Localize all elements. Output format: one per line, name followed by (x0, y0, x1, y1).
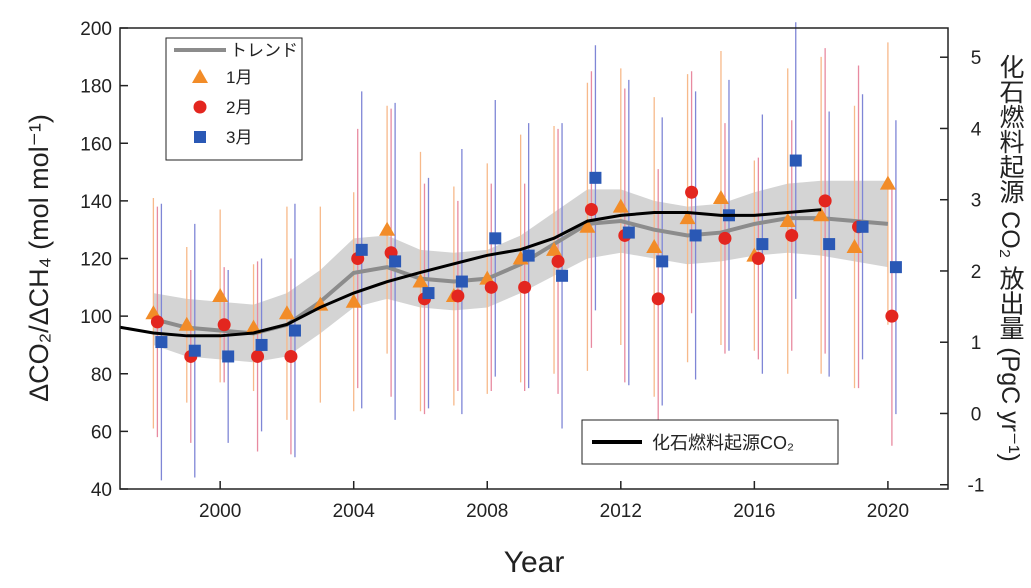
marker (818, 194, 832, 208)
marker (278, 305, 295, 320)
y-tick-label: 100 (80, 307, 112, 328)
marker (412, 273, 429, 288)
legend-box (165, 37, 303, 161)
marker (856, 220, 869, 233)
y2-tick-label: 2 (971, 262, 982, 283)
x-tick-label: 2012 (600, 501, 642, 522)
marker (150, 315, 164, 329)
y-axis-label: ΔCO₂/ΔCH₄ (mol mol⁻¹) (24, 114, 54, 402)
marker (551, 254, 565, 268)
marker (389, 255, 402, 268)
marker (823, 238, 836, 251)
y-tick-label: 200 (80, 19, 112, 40)
y-tick-label: 80 (91, 365, 112, 386)
x-tick-label: 2008 (466, 501, 508, 522)
y2-tick-label: -1 (968, 476, 985, 497)
marker (288, 324, 301, 337)
plot-area (119, 22, 902, 481)
marker (518, 280, 532, 294)
marker (622, 226, 635, 239)
marker (188, 344, 201, 357)
marker (584, 203, 598, 217)
marker (879, 175, 896, 190)
marker (522, 249, 535, 262)
y-tick-label: 160 (80, 134, 112, 155)
marker (656, 255, 669, 268)
y2-tick-label: 3 (971, 191, 982, 212)
marker (217, 318, 231, 332)
legend-label: 1月 (226, 68, 252, 87)
marker (455, 275, 468, 288)
legend: 化石燃料起源CO₂ (581, 419, 839, 465)
marker (718, 231, 732, 245)
marker (245, 319, 262, 334)
marker (251, 349, 265, 363)
plot-frame (119, 27, 949, 490)
line (119, 208, 822, 338)
marker (679, 210, 696, 225)
marker (685, 185, 699, 199)
legend-swatch (192, 69, 208, 83)
marker (589, 171, 602, 184)
y-tick-label: 60 (91, 422, 112, 443)
marker (345, 293, 362, 308)
marker (355, 243, 368, 256)
y2-tick-label: 1 (971, 333, 982, 354)
x-axis-label: Year (504, 546, 565, 579)
marker (422, 287, 435, 300)
y2-tick-label: 4 (971, 119, 982, 140)
legend-label: 2月 (226, 98, 252, 117)
marker (556, 269, 569, 282)
legend-label: トレンド (230, 41, 298, 60)
legend-label: 化石燃料起源CO₂ (652, 433, 794, 453)
marker (789, 154, 802, 167)
marker (222, 350, 235, 363)
marker (785, 228, 799, 242)
legend: トレンド 1月 2月 3月 (165, 37, 303, 161)
y2-axis-label: 化石燃料起源 CO₂ 放出量 (PgC yr⁻¹) (996, 54, 1025, 462)
marker (178, 316, 195, 331)
marker (751, 252, 765, 265)
marker (612, 198, 629, 213)
marker (546, 241, 563, 256)
legend-swatch (193, 100, 207, 114)
marker (212, 287, 229, 302)
marker (689, 229, 702, 242)
marker (155, 336, 168, 349)
x-tick-label: 2004 (333, 501, 376, 522)
legend-label: 3月 (226, 128, 252, 147)
marker (889, 261, 902, 274)
y-tick-label: 180 (80, 77, 112, 98)
marker (489, 232, 502, 245)
legend-swatch (194, 131, 206, 143)
x-tick-label: 2020 (867, 501, 909, 522)
marker (284, 349, 298, 363)
marker (846, 238, 863, 253)
marker (712, 189, 729, 204)
marker (484, 280, 498, 294)
marker (451, 289, 465, 303)
marker (779, 213, 796, 228)
y-tick-label: 120 (80, 250, 112, 271)
marker (756, 238, 769, 251)
marker (651, 292, 665, 306)
y2-tick-label: 5 (971, 48, 982, 69)
marker (579, 218, 596, 233)
x-tick-label: 2016 (733, 501, 775, 522)
marker (646, 238, 663, 253)
marker (813, 207, 830, 222)
y2-tick-label: 0 (971, 404, 982, 425)
marker (885, 309, 899, 323)
marker (255, 338, 268, 351)
marker (379, 221, 396, 236)
x-tick-label: 2000 (199, 501, 241, 522)
y-tick-label: 40 (91, 480, 112, 501)
y-tick-label: 140 (80, 192, 112, 213)
